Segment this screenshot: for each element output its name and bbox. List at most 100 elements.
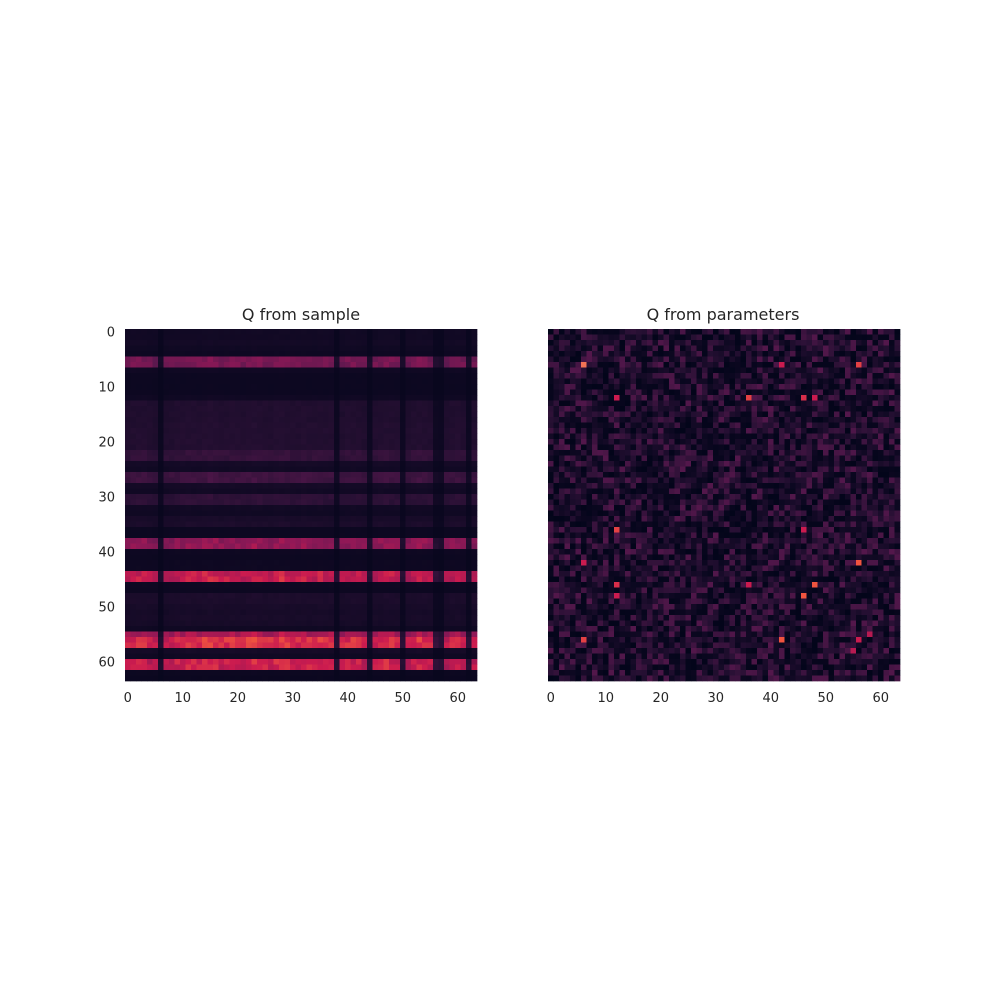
heatmap-cell [361, 620, 368, 627]
heatmap-cell [658, 373, 664, 379]
heatmap-cell [801, 373, 807, 379]
heatmap-cell [202, 653, 208, 660]
heatmap-cell [444, 505, 450, 511]
heatmap-cell [339, 417, 346, 423]
heatmap-cell [460, 554, 467, 561]
heatmap-cell [444, 422, 450, 429]
heatmap-cell [312, 362, 318, 368]
heatmap-cell [416, 450, 423, 456]
heatmap-cell [345, 340, 351, 346]
heatmap-cell [696, 345, 703, 352]
heatmap-cell [378, 378, 384, 385]
heatmap-cell [130, 631, 137, 638]
heatmap-cell [158, 483, 164, 489]
heatmap-cell [350, 373, 357, 379]
heatmap-cell [433, 582, 439, 588]
heatmap-cell [790, 367, 796, 374]
heatmap-cell [180, 367, 186, 374]
heatmap-cell [416, 472, 423, 478]
heatmap-cell [323, 593, 329, 599]
heatmap-cell [367, 642, 373, 649]
heatmap-cell [312, 653, 318, 660]
heatmap-cell [196, 483, 203, 489]
heatmap-cell [751, 329, 758, 335]
heatmap-cell [751, 367, 758, 374]
heatmap-cell [284, 675, 291, 682]
heatmap-cell [356, 642, 362, 649]
heatmap-cell [614, 340, 620, 346]
heatmap-cell [378, 340, 384, 346]
heatmap-cell [334, 450, 340, 456]
heatmap-cell [378, 516, 384, 522]
heatmap-cell [400, 609, 406, 616]
heatmap-cell [301, 461, 307, 467]
heatmap-cell [147, 532, 153, 539]
heatmap-cell [185, 488, 192, 495]
heatmap-cell [422, 340, 428, 346]
heatmap-cell [405, 664, 412, 671]
heatmap-cell [883, 378, 890, 385]
heatmap-cell [350, 521, 357, 528]
heatmap-cell [427, 488, 434, 495]
heatmap-cell [389, 521, 395, 528]
heatmap-cell [290, 675, 296, 682]
heatmap-cell [839, 378, 846, 385]
heatmap-cell [422, 384, 428, 390]
heatmap-cell [251, 554, 258, 561]
heatmap-cell [883, 334, 890, 341]
heatmap-cell [235, 351, 241, 357]
heatmap-cell [125, 670, 131, 676]
heatmap-cell [136, 593, 142, 599]
heatmap-cell [334, 334, 340, 341]
heatmap-cell [196, 334, 203, 341]
heatmap-cell [191, 521, 197, 528]
heatmap-cell [191, 472, 197, 478]
heatmap-cell [257, 422, 263, 429]
heatmap-cell [218, 521, 225, 528]
heatmap-cell [229, 329, 236, 335]
heatmap-cell [251, 571, 258, 577]
heatmap-cell [317, 560, 324, 566]
heatmap-cell [323, 664, 329, 671]
heatmap-cell [323, 356, 329, 363]
heatmap-cell [180, 626, 186, 632]
heatmap-cell [284, 560, 291, 566]
heatmap-cell [828, 345, 835, 352]
heatmap-cell [878, 362, 884, 368]
heatmap-cell [339, 428, 346, 434]
heatmap-cell [306, 417, 313, 423]
heatmap-cell [202, 351, 208, 357]
heatmap-cell [729, 356, 736, 363]
heatmap-cell [411, 670, 417, 676]
heatmap-cell [147, 477, 153, 484]
heatmap-cell [850, 373, 857, 379]
heatmap-cell [202, 549, 208, 555]
heatmap-cell [438, 395, 445, 401]
heatmap-cell [707, 362, 714, 368]
heatmap-cell [147, 538, 153, 544]
heatmap-cell [213, 675, 219, 682]
heatmap-cell [619, 340, 626, 346]
heatmap-cell [125, 428, 131, 434]
heatmap-cell [400, 670, 406, 676]
heatmap-cell [174, 615, 181, 621]
heatmap-cell [334, 637, 340, 643]
heatmap-cell [284, 428, 291, 434]
heatmap-cell [411, 483, 417, 489]
heatmap-cell [383, 395, 390, 401]
heatmap-cell [312, 659, 318, 665]
heatmap-cell [674, 351, 681, 357]
heatmap-cell [367, 395, 373, 401]
heatmap-cell [460, 516, 467, 522]
heatmap-cell [411, 598, 417, 605]
heatmap-cell [405, 406, 412, 412]
heatmap-cell [323, 439, 329, 445]
heatmap-cell [207, 598, 214, 605]
heatmap-cell [339, 488, 346, 495]
heatmap-cell [466, 560, 472, 566]
heatmap-cell [251, 675, 258, 682]
heatmap-cell [284, 422, 291, 429]
heatmap-cell [422, 488, 428, 495]
heatmap-cell [746, 378, 752, 385]
heatmap-cell [323, 378, 329, 385]
